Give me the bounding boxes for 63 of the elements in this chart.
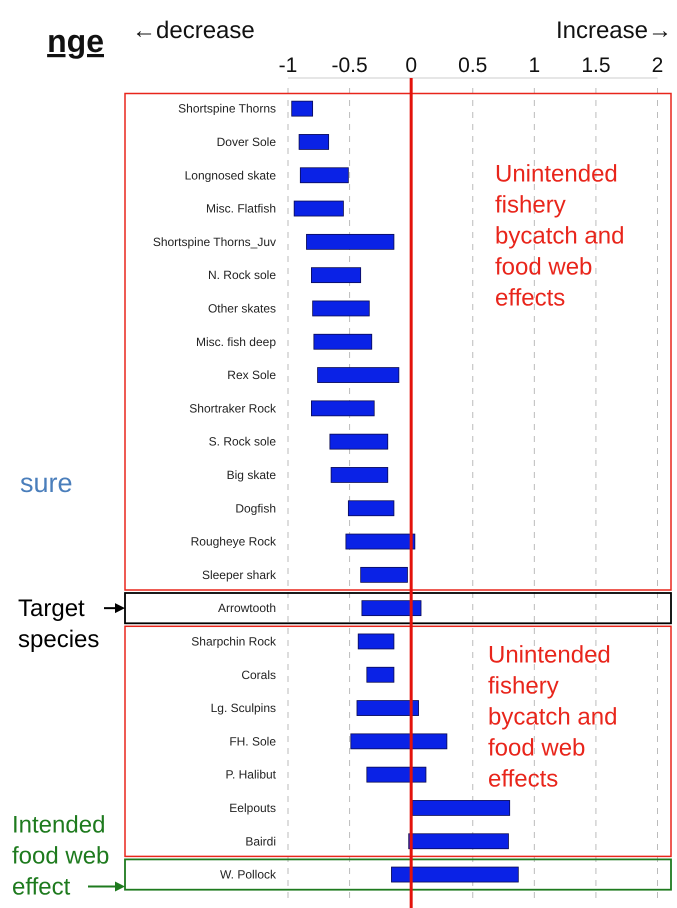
y-tick-label: Bairdi [245, 834, 276, 848]
y-tick-label: P. Halibut [226, 768, 277, 782]
bar [362, 600, 422, 616]
bar [317, 367, 400, 383]
y-tick-label: N. Rock sole [208, 268, 276, 282]
y-tick-label: FH. Sole [229, 734, 276, 748]
bar [312, 300, 370, 316]
annotation: Unintended fishery bycatch and food web effects [488, 641, 618, 792]
bar [366, 666, 394, 683]
y-tick-label: Dogfish [235, 501, 276, 516]
y-tick-label: Shortraker Rock [189, 401, 277, 416]
y-tick-label: Misc. Flatfish [206, 202, 276, 216]
text: Target species [18, 595, 100, 654]
text: nge [47, 23, 104, 59]
bar [356, 700, 419, 716]
text: sure [20, 468, 73, 498]
bar [408, 833, 509, 850]
y-tick-label: Big skate [226, 468, 276, 482]
y-tick-label: Rougheye Rock [190, 534, 277, 549]
x-tick-label: 1.5 [581, 54, 611, 77]
x-tick-label: 2 [652, 54, 664, 77]
bar [311, 267, 362, 284]
x-tick-label: -1 [278, 54, 298, 77]
text: Increase→ [556, 17, 672, 44]
bar [366, 766, 426, 783]
y-tick-label: Shortspine Thorns [178, 102, 276, 116]
y-tick-label: S. Rock sole [208, 434, 276, 449]
bar [329, 434, 388, 450]
y-tick-label: Lg. Sculpins [210, 701, 276, 716]
bar [360, 566, 408, 583]
bar [294, 200, 344, 216]
annotation: Unintended fishery bycatch and food web effects [495, 160, 624, 312]
bar [306, 234, 394, 250]
y-tick-label: Dover Sole [216, 134, 276, 149]
bar [330, 467, 388, 483]
bar [358, 634, 394, 650]
bar [311, 400, 375, 416]
bar [313, 334, 372, 350]
bar [391, 866, 519, 882]
text: Intended food web effect [12, 812, 110, 901]
x-tick-label: -0.5 [331, 54, 368, 77]
y-tick-label: Misc. fish deep [196, 334, 276, 349]
y-tick-label: W. Pollock [220, 868, 277, 882]
y-tick-label: Sleeper shark [202, 568, 277, 582]
y-tick-label: Arrowtooth [218, 601, 276, 616]
x-tick-label: 1 [528, 54, 540, 77]
bar [345, 534, 416, 550]
x-tick-label: 0.5 [458, 54, 488, 77]
y-tick-label: Eelpouts [229, 800, 276, 815]
x-tick-label: 0 [405, 54, 418, 77]
bar [298, 134, 330, 150]
bar [348, 500, 394, 516]
bar [300, 167, 349, 184]
y-tick-label: Other skates [208, 301, 276, 316]
bar [291, 100, 314, 117]
y-tick-label: Shortspine Thorns_Juv [152, 234, 276, 249]
y-tick-label: Rex Sole [227, 368, 276, 382]
text: ←decrease [132, 17, 255, 44]
bar [350, 733, 448, 750]
y-tick-label: Sharpchin Rock [191, 634, 277, 648]
y-tick-label: Longnosed skate [184, 168, 276, 182]
y-tick-label: Corals [241, 668, 276, 682]
bar [412, 800, 510, 816]
